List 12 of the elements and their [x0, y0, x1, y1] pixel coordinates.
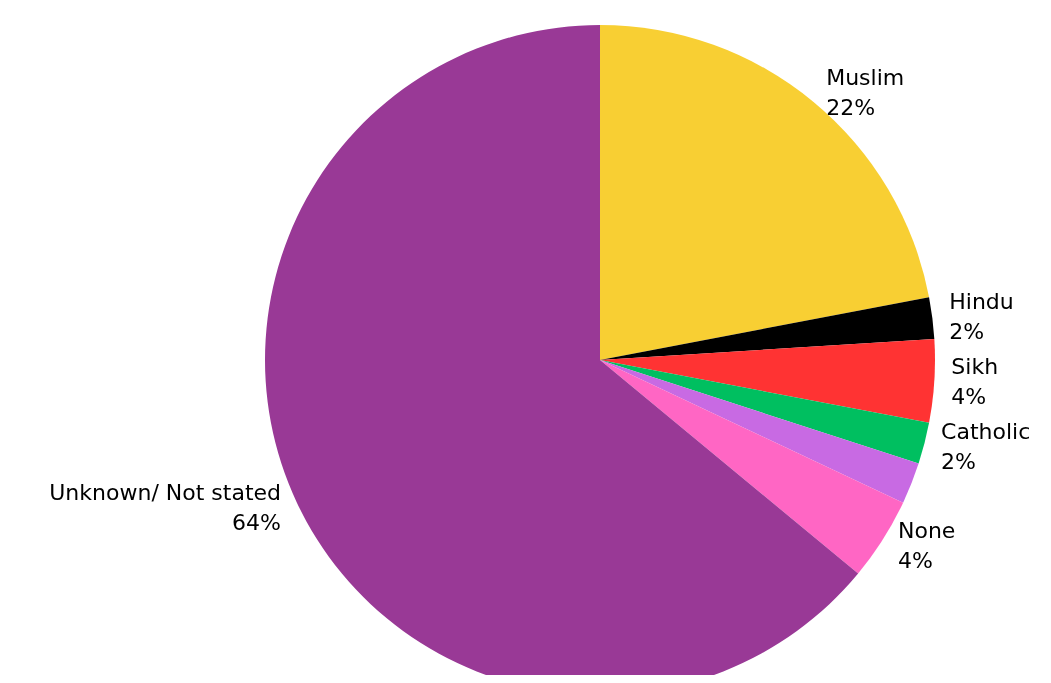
- slice-label: Hindu: [949, 289, 1014, 315]
- data-label: 2%: [941, 448, 976, 474]
- slice-label: None: [897, 518, 956, 544]
- slice-label: Sikh: [951, 354, 999, 380]
- data-label: 4%: [897, 548, 933, 574]
- data-label: 22%: [826, 95, 876, 121]
- data-label: 64%: [232, 510, 282, 536]
- data-label: 2%: [949, 319, 985, 345]
- slice-label: Muslim: [826, 65, 905, 91]
- slice-label: Catholic: [941, 418, 1031, 444]
- slice-label: Unknown/ Not stated: [49, 480, 282, 506]
- data-label: 4%: [951, 384, 987, 410]
